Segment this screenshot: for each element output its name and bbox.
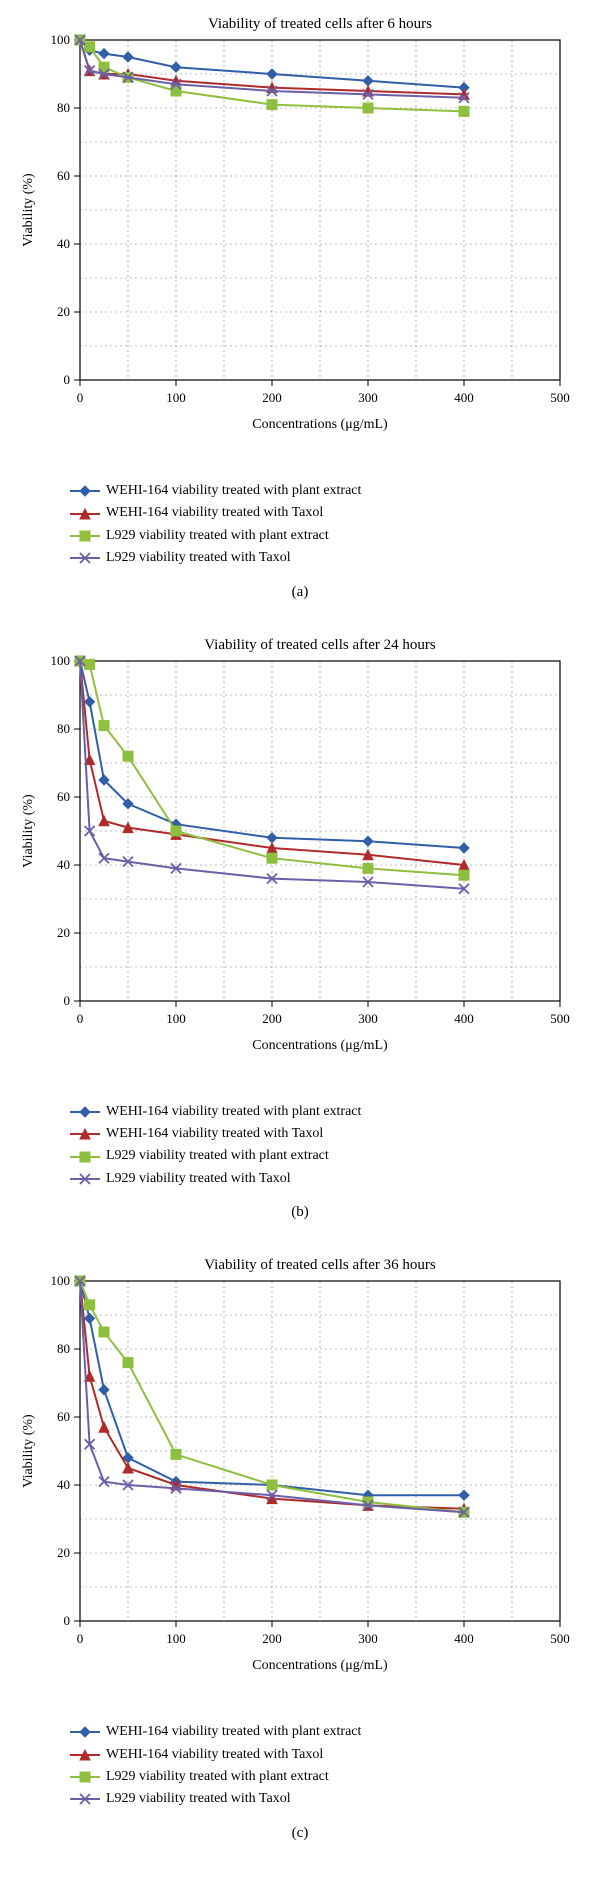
x-axis-label: Concentrations (μg/mL) xyxy=(252,1658,388,1673)
legend-label: WEHI-164 viability treated with Taxol xyxy=(106,1744,323,1766)
x-tick-label: 0 xyxy=(77,1011,84,1026)
series-line-s1 xyxy=(80,1281,464,1495)
x-tick-label: 300 xyxy=(358,1011,378,1026)
chart-b: Viability of treated cells after 24 hour… xyxy=(10,631,590,1091)
y-tick-label: 20 xyxy=(57,925,70,940)
legend-item-s3: L929 viability treated with plant extrac… xyxy=(70,1766,590,1788)
y-tick-label: 0 xyxy=(64,993,71,1008)
y-tick-label: 80 xyxy=(57,100,70,115)
x-tick-label: 200 xyxy=(262,1011,282,1026)
x-tick-label: 0 xyxy=(77,1631,84,1646)
y-tick-label: 0 xyxy=(64,372,71,387)
y-tick-label: 60 xyxy=(57,1409,70,1424)
x-tick-label: 500 xyxy=(550,390,570,405)
x-tick-label: 400 xyxy=(454,390,474,405)
legend-label: WEHI-164 viability treated with plant ex… xyxy=(106,480,361,502)
chart-title: Viability of treated cells after 36 hour… xyxy=(204,1257,436,1273)
x-axis-label: Concentrations (μg/mL) xyxy=(252,1038,388,1053)
y-tick-label: 40 xyxy=(57,857,70,872)
legend: WEHI-164 viability treated with plant ex… xyxy=(70,1101,590,1191)
y-tick-label: 100 xyxy=(51,1273,71,1288)
x-tick-label: 0 xyxy=(77,390,84,405)
legend-item-s2: WEHI-164 viability treated with Taxol xyxy=(70,1744,590,1766)
legend-item-s1: WEHI-164 viability treated with plant ex… xyxy=(70,480,590,502)
legend-label: L929 viability treated with Taxol xyxy=(106,547,291,569)
legend-item-s1: WEHI-164 viability treated with plant ex… xyxy=(70,1721,590,1743)
y-tick-label: 60 xyxy=(57,789,70,804)
y-axis-label: Viability (%) xyxy=(21,794,36,868)
legend-item-s4: L929 viability treated with Taxol xyxy=(70,547,590,569)
x-tick-label: 300 xyxy=(358,390,378,405)
panel-caption: (c) xyxy=(10,1825,590,1842)
chart-c: Viability of treated cells after 36 hour… xyxy=(10,1251,590,1711)
chart-a: Viability of treated cells after 6 hours… xyxy=(10,10,590,470)
y-tick-label: 0 xyxy=(64,1613,71,1628)
panel-caption: (a) xyxy=(10,584,590,601)
legend-item-s2: WEHI-164 viability treated with Taxol xyxy=(70,1123,590,1145)
legend-item-s4: L929 viability treated with Taxol xyxy=(70,1788,590,1810)
x-tick-label: 100 xyxy=(166,1011,186,1026)
legend-item-s1: WEHI-164 viability treated with plant ex… xyxy=(70,1101,590,1123)
x-tick-label: 200 xyxy=(262,1631,282,1646)
y-tick-label: 100 xyxy=(51,653,71,668)
legend: WEHI-164 viability treated with plant ex… xyxy=(70,480,590,570)
panel-a: Viability of treated cells after 6 hours… xyxy=(10,10,590,601)
legend-label: L929 viability treated with plant extrac… xyxy=(106,1145,329,1167)
x-tick-label: 300 xyxy=(358,1631,378,1646)
y-tick-label: 40 xyxy=(57,1477,70,1492)
y-tick-label: 80 xyxy=(57,721,70,736)
y-tick-label: 80 xyxy=(57,1341,70,1356)
y-tick-label: 20 xyxy=(57,304,70,319)
legend-label: L929 viability treated with plant extrac… xyxy=(106,1766,329,1788)
x-tick-label: 100 xyxy=(166,390,186,405)
panel-c: Viability of treated cells after 36 hour… xyxy=(10,1251,590,1842)
panel-caption: (b) xyxy=(10,1204,590,1221)
chart-title: Viability of treated cells after 24 hour… xyxy=(204,637,436,653)
y-tick-label: 40 xyxy=(57,236,70,251)
series-line-s1 xyxy=(80,661,464,848)
legend-label: WEHI-164 viability treated with Taxol xyxy=(106,502,323,524)
legend-item-s2: WEHI-164 viability treated with Taxol xyxy=(70,502,590,524)
y-tick-label: 100 xyxy=(51,32,71,47)
legend: WEHI-164 viability treated with plant ex… xyxy=(70,1721,590,1811)
x-tick-label: 400 xyxy=(454,1011,474,1026)
legend-label: L929 viability treated with Taxol xyxy=(106,1788,291,1810)
panel-b: Viability of treated cells after 24 hour… xyxy=(10,631,590,1222)
x-tick-label: 100 xyxy=(166,1631,186,1646)
legend-item-s4: L929 viability treated with Taxol xyxy=(70,1168,590,1190)
x-axis-label: Concentrations (μg/mL) xyxy=(252,417,388,432)
legend-label: L929 viability treated with Taxol xyxy=(106,1168,291,1190)
legend-label: L929 viability treated with plant extrac… xyxy=(106,525,329,547)
x-tick-label: 400 xyxy=(454,1631,474,1646)
y-tick-label: 60 xyxy=(57,168,70,183)
x-tick-label: 500 xyxy=(550,1011,570,1026)
y-axis-label: Viability (%) xyxy=(21,1414,36,1488)
legend-label: WEHI-164 viability treated with plant ex… xyxy=(106,1721,361,1743)
y-tick-label: 20 xyxy=(57,1545,70,1560)
legend-item-s3: L929 viability treated with plant extrac… xyxy=(70,525,590,547)
x-tick-label: 500 xyxy=(550,1631,570,1646)
legend-label: WEHI-164 viability treated with Taxol xyxy=(106,1123,323,1145)
chart-title: Viability of treated cells after 6 hours xyxy=(208,16,432,32)
legend-label: WEHI-164 viability treated with plant ex… xyxy=(106,1101,361,1123)
y-axis-label: Viability (%) xyxy=(21,173,36,247)
x-tick-label: 200 xyxy=(262,390,282,405)
legend-item-s3: L929 viability treated with plant extrac… xyxy=(70,1145,590,1167)
